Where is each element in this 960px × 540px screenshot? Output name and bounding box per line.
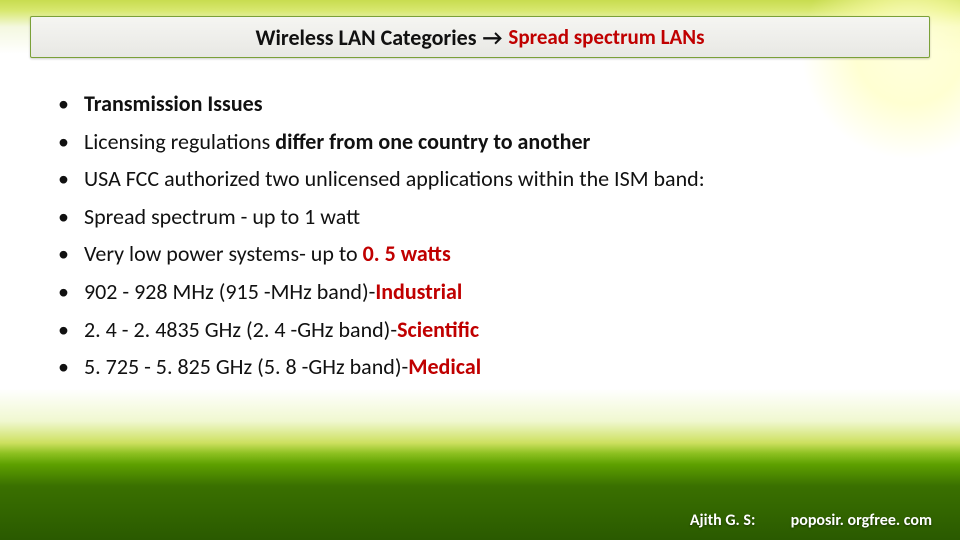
text-segment: USA FCC authorized two unlicensed applic… bbox=[84, 165, 705, 192]
content-area: Transmission Issues Licensing regulations… bbox=[50, 90, 920, 391]
list-item: Very low power systems- up to 0. 5 watts bbox=[50, 240, 920, 269]
footer-site: poposir. orgfree. com bbox=[791, 511, 932, 530]
arrow-icon: → bbox=[482, 24, 502, 51]
title-sub: Spread spectrum LANs bbox=[508, 24, 704, 50]
title-main: Wireless LAN Categories bbox=[256, 24, 477, 51]
text-segment: 0. 5 watts bbox=[363, 240, 451, 267]
list-item: Spread spectrum - up to 1 watt bbox=[50, 203, 920, 232]
title-bar: Wireless LAN Categories → Spread spectru… bbox=[30, 16, 930, 58]
list-item: 5. 725 - 5. 825 GHz (5. 8 -GHz band)-Med… bbox=[50, 353, 920, 382]
footer: Ajith G. S: poposir. orgfree. com bbox=[690, 511, 932, 530]
list-item: 2. 4 - 2. 4835 GHz (2. 4 -GHz band)-Scie… bbox=[50, 316, 920, 345]
text-segment: 902 - 928 MHz (915 -MHz band)- bbox=[84, 278, 375, 305]
list-item: USA FCC authorized two unlicensed applic… bbox=[50, 165, 920, 194]
footer-author: Ajith G. S: bbox=[690, 511, 756, 530]
bullet-list: Transmission Issues Licensing regulations… bbox=[50, 90, 920, 382]
text-segment: Licensing regulations bbox=[84, 128, 275, 155]
list-item: Licensing regulations differ from one co… bbox=[50, 128, 920, 157]
text-segment: differ from one country to another bbox=[275, 128, 590, 155]
text-segment: Industrial bbox=[375, 278, 462, 305]
text-segment: Medical bbox=[408, 353, 481, 380]
text-segment: Scientific bbox=[397, 316, 479, 343]
text-segment: Spread spectrum - up to 1 watt bbox=[84, 203, 360, 230]
list-item: Transmission Issues bbox=[50, 90, 920, 119]
text-segment: 2. 4 - 2. 4835 GHz (2. 4 -GHz band)- bbox=[84, 316, 397, 343]
slide: Wireless LAN Categories → Spread spectru… bbox=[0, 0, 960, 540]
list-item: 902 - 928 MHz (915 -MHz band)-Industrial bbox=[50, 278, 920, 307]
text-segment: Very low power systems- up to bbox=[84, 240, 363, 267]
text-segment: 5. 725 - 5. 825 GHz (5. 8 -GHz band)- bbox=[84, 353, 408, 380]
text-segment: Transmission Issues bbox=[84, 90, 262, 117]
